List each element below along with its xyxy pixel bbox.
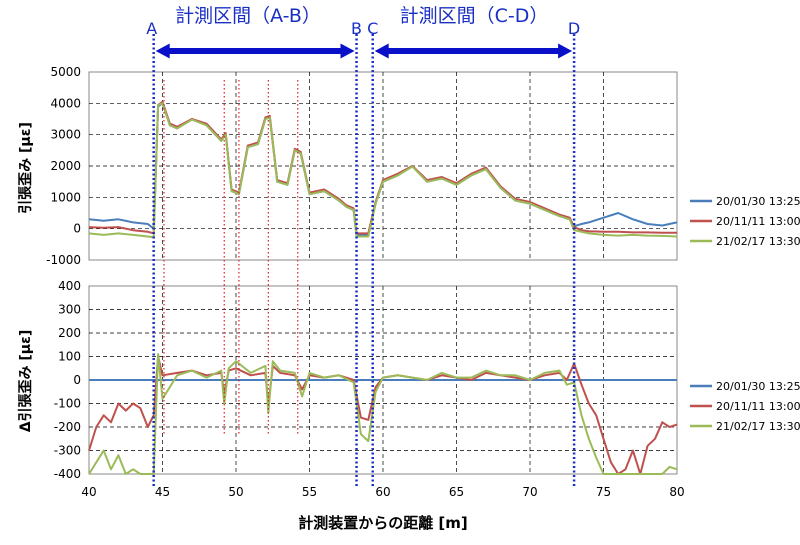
x-tick: 55 bbox=[302, 485, 317, 499]
top-y-tick: 3000 bbox=[50, 128, 81, 142]
bottom-legend: 20/01/30 13:25 20/11/11 13:00 21/02/17 13:… bbox=[690, 380, 800, 433]
top-series bbox=[88, 100, 678, 239]
bottom-legend-label: 20/01/30 13:25 bbox=[716, 380, 800, 393]
top-legend-label: 21/02/17 13:30 bbox=[716, 235, 800, 248]
x-tick: 65 bbox=[449, 485, 464, 499]
bottom-y-tick: -400 bbox=[54, 467, 81, 481]
bottom-y-tick: 200 bbox=[58, 326, 81, 340]
bottom-y-tick: -100 bbox=[54, 397, 81, 411]
top-legend-label: 20/01/30 13:25 bbox=[716, 195, 800, 208]
x-tick: 40 bbox=[81, 485, 96, 499]
bottom-y-tick-labels: -400 -300 -200 -100 0 100 200 300 400 bbox=[54, 279, 81, 481]
bottom-series-2-line bbox=[88, 353, 678, 475]
bottom-series bbox=[88, 353, 678, 475]
top-y-tick-labels: -1000 0 1000 2000 3000 4000 5000 bbox=[46, 65, 81, 267]
arrow-c-d bbox=[374, 43, 573, 59]
x-axis-label: 計測装置からの距離 [m] bbox=[298, 514, 468, 532]
top-y-tick: -1000 bbox=[46, 253, 81, 267]
x-tick: 80 bbox=[669, 485, 684, 499]
bottom-y-tick: 300 bbox=[58, 303, 81, 317]
top-series-1-line bbox=[88, 100, 677, 235]
bottom-legend-label: 20/11/11 13:00 bbox=[716, 400, 800, 413]
top-legend: 20/01/30 13:25 20/11/11 13:00 21/02/17 13:… bbox=[690, 195, 800, 248]
bottom-legend-label: 21/02/17 13:30 bbox=[716, 420, 800, 433]
section-ab-title: 計測区間（A-B） bbox=[175, 5, 321, 27]
marker-label-c: C bbox=[367, 19, 378, 38]
top-legend-label: 20/11/11 13:00 bbox=[716, 215, 800, 228]
top-chart: -1000 0 1000 2000 3000 4000 5000 引張歪み [με] 20/… bbox=[18, 65, 800, 267]
x-tick: 60 bbox=[375, 485, 390, 499]
top-y-tick: 5000 bbox=[50, 65, 81, 79]
bottom-y-tick: 0 bbox=[73, 373, 81, 387]
x-tick: 45 bbox=[155, 485, 170, 499]
top-y-tick: 1000 bbox=[50, 190, 81, 204]
x-tick-labels: 40 45 50 55 60 65 70 75 80 bbox=[81, 485, 684, 499]
top-series-2-line bbox=[88, 102, 678, 239]
section-cd-title: 計測区間（C-D） bbox=[400, 5, 549, 27]
x-tick: 50 bbox=[228, 485, 243, 499]
section-annotations: 計測区間（A-B） 計測区間（C-D） bbox=[175, 5, 548, 27]
top-y-axis-label: 引張歪み [με] bbox=[18, 122, 34, 214]
bottom-y-tick: 100 bbox=[58, 350, 81, 364]
bottom-y-tick: -300 bbox=[54, 444, 81, 458]
top-y-tick: 0 bbox=[73, 222, 81, 236]
marker-label-d: D bbox=[568, 19, 580, 38]
top-y-tick: 2000 bbox=[50, 159, 81, 173]
marker-label-b: B bbox=[351, 19, 362, 38]
arrow-a-b bbox=[155, 43, 355, 59]
bottom-chart: -400 -300 -200 -100 0 100 200 300 400 40 45 50 55 60… bbox=[18, 279, 800, 499]
top-y-tick: 4000 bbox=[50, 96, 81, 110]
top-gridlines bbox=[89, 72, 677, 260]
section-arrows bbox=[155, 43, 573, 59]
bottom-y-tick: 400 bbox=[58, 279, 81, 293]
bottom-y-axis-label: Δ引張歪み [με] bbox=[18, 330, 34, 433]
marker-label-a: A bbox=[146, 19, 157, 38]
bottom-y-tick: -200 bbox=[54, 420, 81, 434]
x-tick: 70 bbox=[522, 485, 537, 499]
x-tick: 75 bbox=[596, 485, 611, 499]
